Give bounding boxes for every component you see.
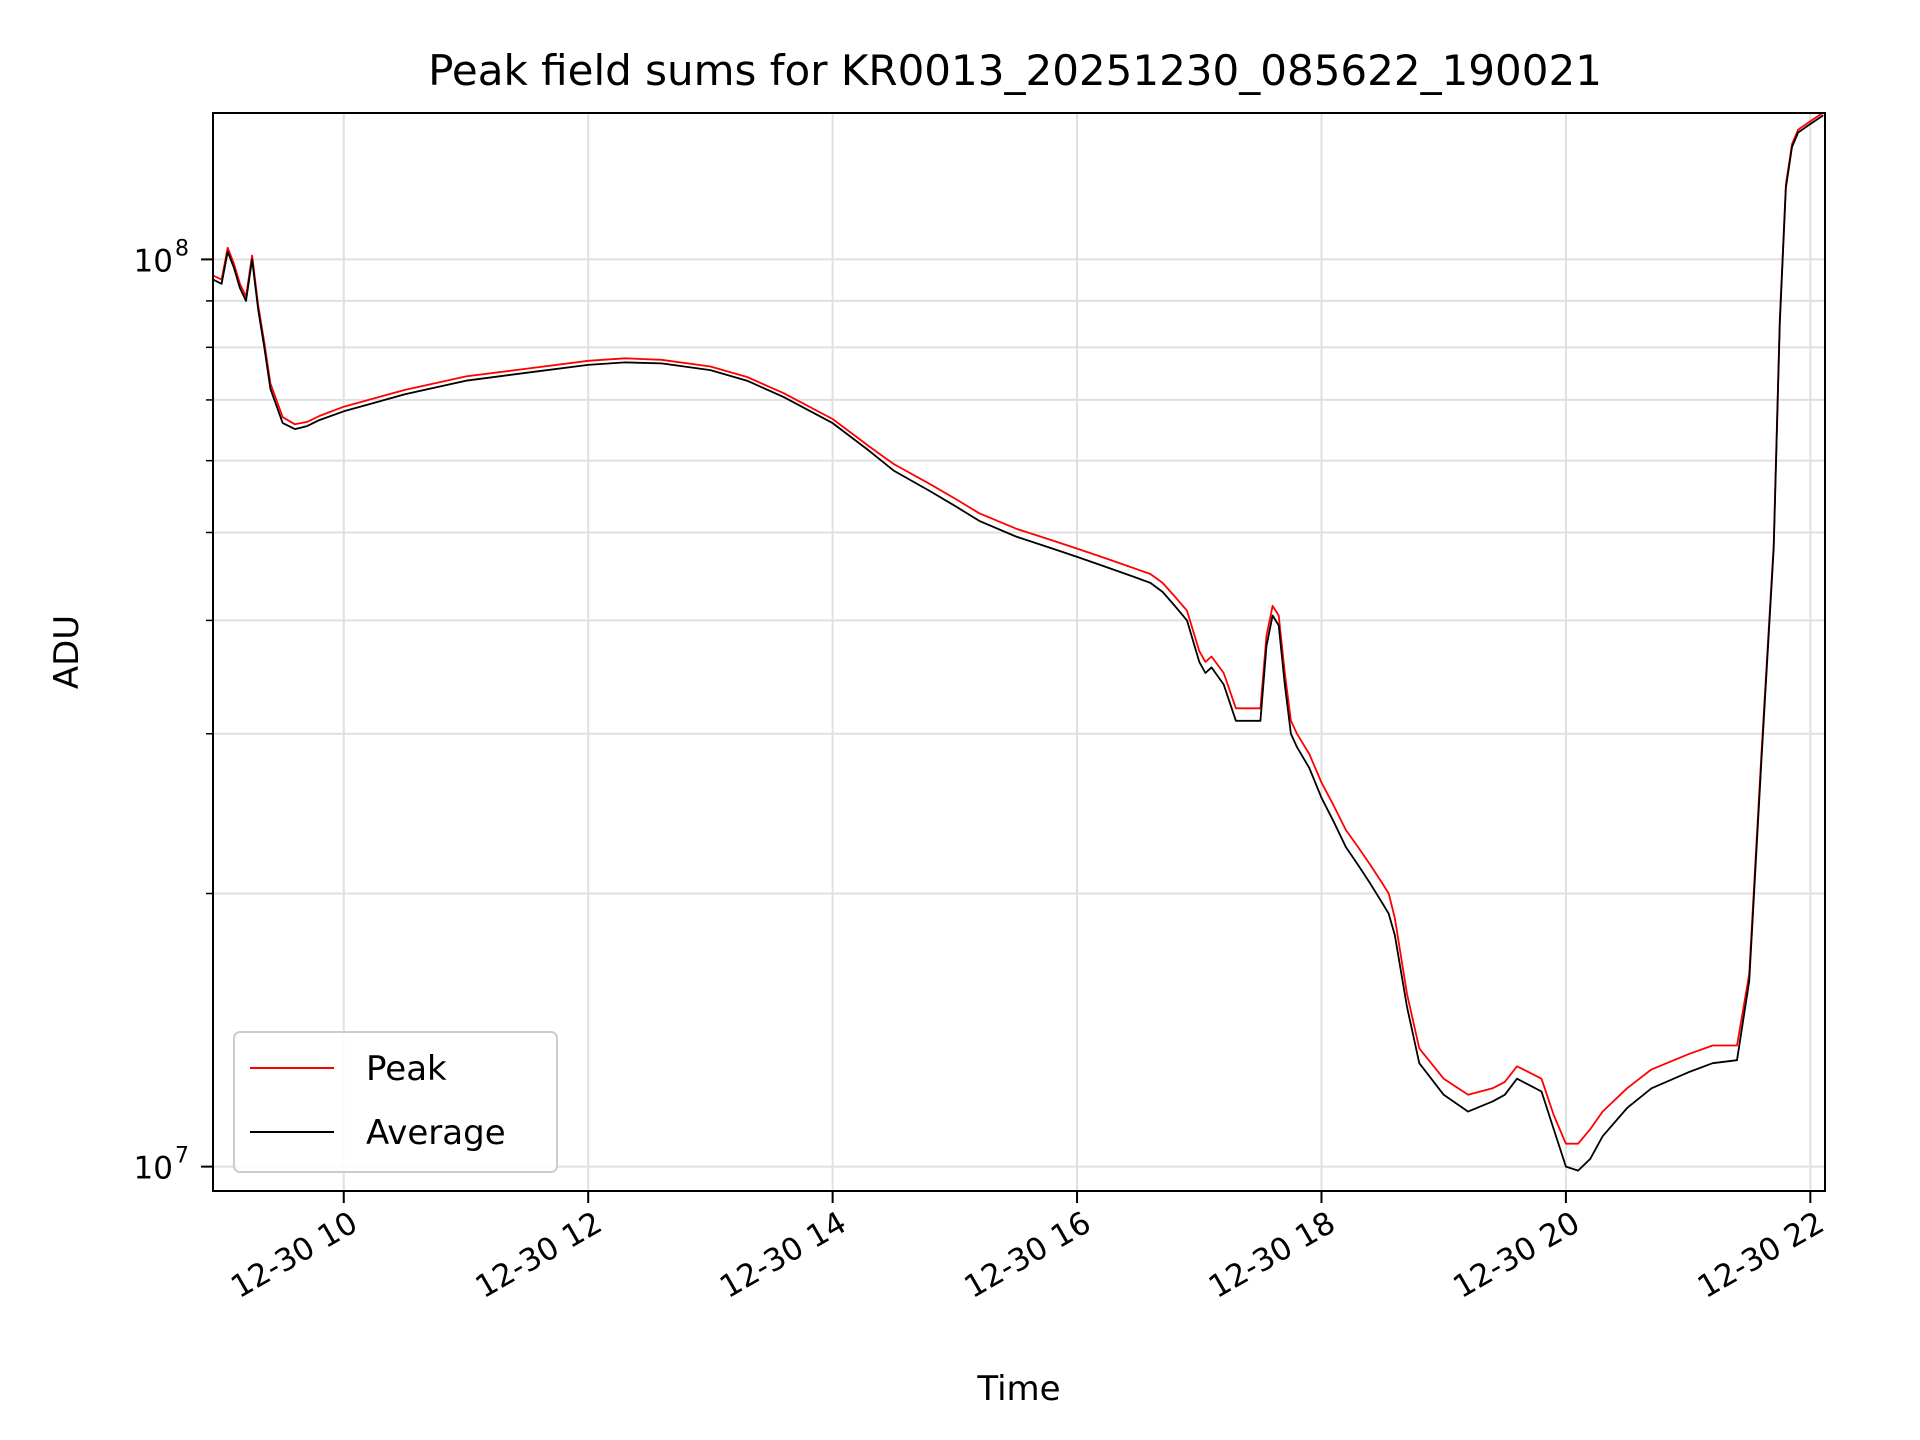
y-tick-exponent: 7 xyxy=(175,1144,189,1169)
x-axis-label: Time xyxy=(976,1369,1060,1409)
y-tick-label: 10 xyxy=(134,243,173,279)
plot-frame xyxy=(212,112,1826,1192)
grid-layer xyxy=(213,113,1825,1191)
y-tick-label: 10 xyxy=(134,1151,173,1187)
series-line-peak xyxy=(212,112,1824,1145)
series-layer xyxy=(212,112,1824,1172)
legend-label-average: Average xyxy=(366,1113,506,1153)
chart-title: Peak field sums for KR0013_20251230_0856… xyxy=(428,46,1602,95)
legend-label-peak: Peak xyxy=(366,1049,447,1089)
y-axis-label: ADU xyxy=(47,615,87,689)
series-line-average xyxy=(212,114,1824,1172)
y-tick-exponent: 8 xyxy=(175,236,189,261)
legend: Peak Average xyxy=(233,1031,558,1173)
